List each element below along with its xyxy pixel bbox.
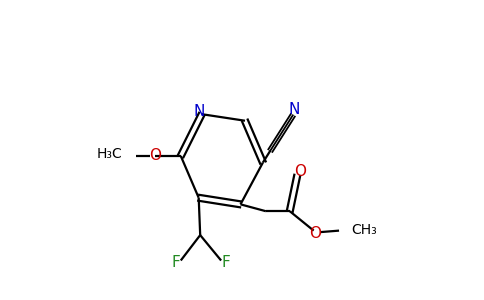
Text: CH₃: CH₃: [351, 223, 377, 237]
Text: N: N: [288, 103, 300, 118]
Text: F: F: [221, 255, 230, 270]
Text: O: O: [150, 148, 161, 164]
Text: H₃C: H₃C: [97, 147, 122, 161]
Text: O: O: [294, 164, 305, 179]
Text: F: F: [172, 255, 181, 270]
Text: N: N: [194, 104, 205, 119]
Text: O: O: [309, 226, 321, 241]
